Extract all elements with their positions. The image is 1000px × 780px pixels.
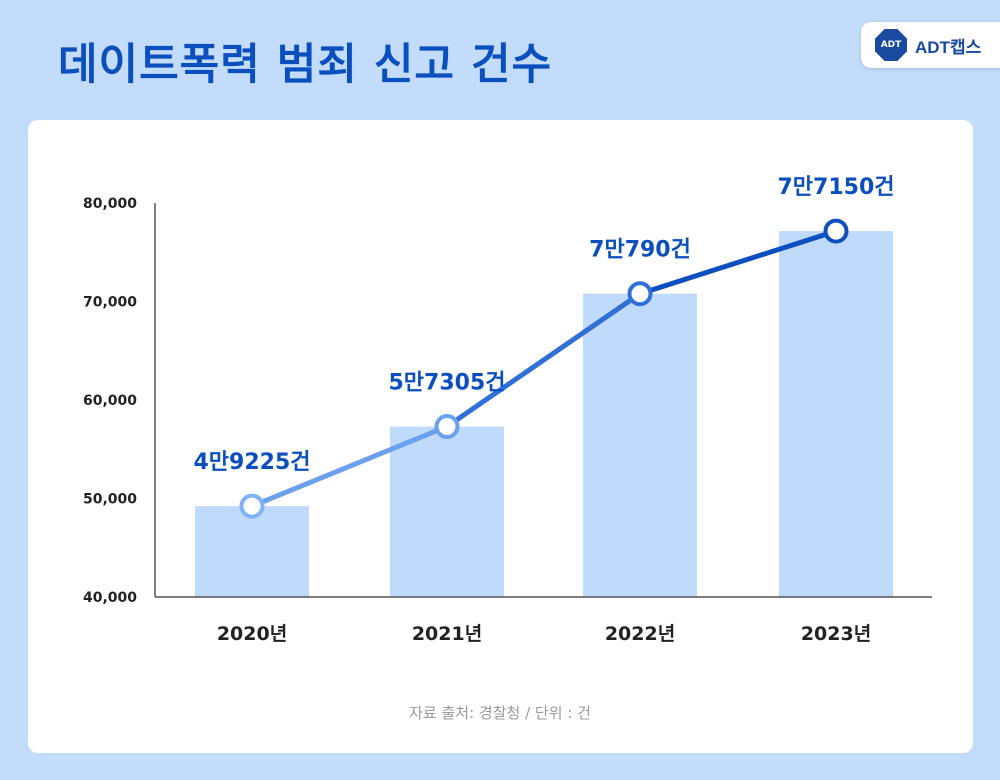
series-line-segment	[445, 291, 642, 429]
adt-caps-logo: ADT ADT캡스	[861, 22, 1000, 68]
logo-text: ADT캡스	[915, 37, 982, 57]
page-title: 데이트폭력 범죄 신고 건수	[58, 40, 553, 90]
y-tick-label: 70,000	[83, 295, 137, 311]
bar	[583, 293, 697, 597]
x-tick-label: 2023년	[801, 623, 871, 645]
x-tick-label: 2022년	[605, 623, 675, 645]
data-point	[434, 414, 460, 440]
y-tick-label: 40,000	[83, 590, 137, 606]
bar	[195, 506, 309, 597]
y-tick-label: 80,000	[83, 196, 137, 212]
x-tick-label: 2020년	[217, 623, 287, 645]
x-tick-label: 2021년	[412, 623, 482, 645]
data-label: 5만7305건	[388, 371, 505, 396]
data-point	[627, 281, 653, 307]
adt-badge-icon: ADT	[875, 29, 907, 61]
source-note: 자료 출처: 경찰청 / 단위 : 건	[409, 704, 591, 722]
bar	[390, 426, 504, 597]
y-tick-label: 50,000	[83, 492, 137, 508]
bar	[779, 231, 893, 597]
series-line-segment	[251, 424, 448, 509]
data-point	[823, 218, 849, 244]
y-tick-label: 60,000	[83, 393, 137, 409]
data-label: 7만7150건	[777, 175, 894, 200]
data-point	[239, 493, 265, 519]
data-label: 7만790건	[589, 238, 691, 263]
series-line-segment	[639, 228, 837, 297]
data-label: 4만9225건	[193, 450, 310, 475]
